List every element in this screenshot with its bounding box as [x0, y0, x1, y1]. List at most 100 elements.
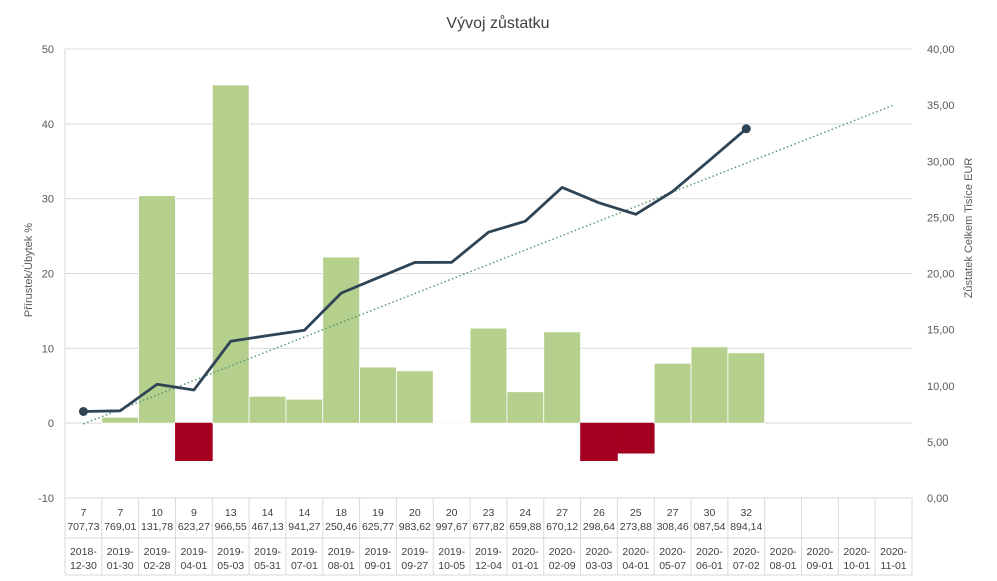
balance-label-thousands: 20 [409, 507, 421, 519]
left-axis-ticks: -10 0 10 20 30 40 50 [38, 44, 54, 505]
balance-label-thousands: 30 [704, 507, 716, 519]
category-label-year: 2020- [807, 546, 834, 558]
category-label-year: 2020- [622, 546, 649, 558]
category-label-date: 01-01 [512, 560, 539, 572]
bar [396, 370, 434, 424]
bar [432, 422, 471, 425]
category-label-date: 09-01 [807, 560, 834, 572]
category-label-year: 2020- [586, 546, 613, 558]
left-tick-label: -10 [38, 493, 54, 505]
balance-label-thousands: 24 [519, 507, 531, 519]
balance-label-units: 997,67 [436, 521, 468, 533]
bar [727, 352, 766, 424]
left-tick-label: 20 [42, 269, 54, 281]
category-label-year: 2020- [549, 546, 576, 558]
balance-label-units: 966,55 [215, 521, 247, 533]
bar [506, 391, 545, 424]
category-label-year: 2019- [107, 546, 134, 558]
right-tick-label: 10,00 [927, 381, 955, 393]
left-tick-label: 10 [42, 343, 54, 355]
right-tick-label: 30,00 [927, 156, 955, 168]
category-label-date: 03-03 [586, 560, 613, 572]
left-tick-label: 30 [42, 194, 54, 206]
category-label-year: 2020- [733, 546, 760, 558]
line-end-marker [741, 124, 751, 134]
category-label-date: 08-01 [770, 560, 797, 572]
category-label-year: 2019- [438, 546, 465, 558]
category-label-year: 2020- [843, 546, 870, 558]
balance-line [83, 127, 748, 413]
category-label-year: 2020- [770, 546, 797, 558]
bar [322, 256, 361, 424]
balance-label-units: 769,01 [104, 521, 136, 533]
category-label-date: 11-01 [881, 560, 907, 572]
bar [101, 416, 140, 424]
category-label-date: 12-30 [70, 560, 97, 572]
bar [138, 195, 176, 424]
category-label-date: 09-01 [365, 560, 392, 572]
balance-label-thousands: 9 [191, 507, 197, 519]
bar [175, 422, 213, 461]
balance-label-units: 298,64 [583, 521, 615, 533]
bar [543, 331, 581, 424]
bar [653, 362, 692, 424]
category-label-date: 05-03 [217, 560, 244, 572]
balance-label-thousands: 10 [151, 507, 163, 519]
trendline [83, 104, 894, 425]
bar [469, 327, 508, 424]
balance-label-units: 659,88 [509, 521, 541, 533]
balance-label-units: 707,73 [67, 521, 99, 533]
balance-label-thousands: 26 [593, 507, 605, 519]
category-label-date: 02-09 [549, 560, 576, 572]
right-tick-label: 35,00 [927, 100, 955, 112]
balance-label-thousands: 13 [225, 507, 237, 519]
balance-label-units: 677,82 [472, 521, 504, 533]
bar [616, 422, 655, 454]
balance-label-units: 467,13 [251, 521, 283, 533]
bar-series [101, 84, 766, 461]
category-label-date: 01-30 [107, 560, 134, 572]
category-label-date: 09-27 [401, 560, 428, 572]
left-axis-label: Přírustek/Úbytek % [22, 223, 35, 317]
balance-label-units: 623,27 [178, 521, 210, 533]
category-label-year: 2019- [401, 546, 428, 558]
balance-line-series [78, 124, 751, 416]
right-tick-label: 5,00 [927, 437, 948, 449]
category-label-year: 2018- [70, 546, 97, 558]
category-label-year: 2019- [475, 546, 502, 558]
balance-label-thousands: 19 [372, 507, 384, 519]
balance-label-units: 087,54 [693, 521, 725, 533]
right-tick-label: 20,00 [927, 269, 955, 281]
balance-label-thousands: 23 [483, 507, 495, 519]
category-label-date: 04-01 [180, 560, 207, 572]
left-tick-label: 50 [42, 44, 54, 56]
balance-label-thousands: 25 [630, 507, 642, 519]
category-label-date: 12-04 [475, 560, 502, 572]
category-label-year: 2020- [512, 546, 539, 558]
balance-label-thousands: 14 [262, 507, 274, 519]
balance-label-thousands: 18 [335, 507, 347, 519]
right-tick-label: 40,00 [927, 44, 955, 56]
category-label-date: 07-01 [291, 560, 318, 572]
category-label-year: 2020- [696, 546, 723, 558]
category-label-date: 10-05 [438, 560, 465, 572]
category-label-date: 07-02 [733, 560, 760, 572]
balance-label-thousands: 14 [299, 507, 311, 519]
category-label-date: 08-01 [328, 560, 355, 572]
chart-title: Vývoj zůstatku [446, 14, 549, 32]
category-label-date: 04-01 [622, 560, 649, 572]
balance-label-units: 250,46 [325, 521, 357, 533]
category-table: 7 707,73 2018- 12-30 7 769,01 2019- 01-30 10 131,… [64, 498, 913, 576]
balance-label-units: 625,77 [362, 521, 394, 533]
category-label-date: 05-07 [659, 560, 686, 572]
line-start-marker [78, 406, 88, 416]
balance-label-thousands: 27 [667, 507, 679, 519]
bar [248, 395, 287, 424]
balance-label-units: 983,62 [399, 521, 431, 533]
right-tick-label: 0,00 [927, 493, 948, 505]
category-label-date: 06-01 [696, 560, 723, 572]
balance-label-thousands: 7 [117, 507, 123, 519]
category-label-year: 2020- [659, 546, 686, 558]
balance-label-thousands: 20 [446, 507, 458, 519]
